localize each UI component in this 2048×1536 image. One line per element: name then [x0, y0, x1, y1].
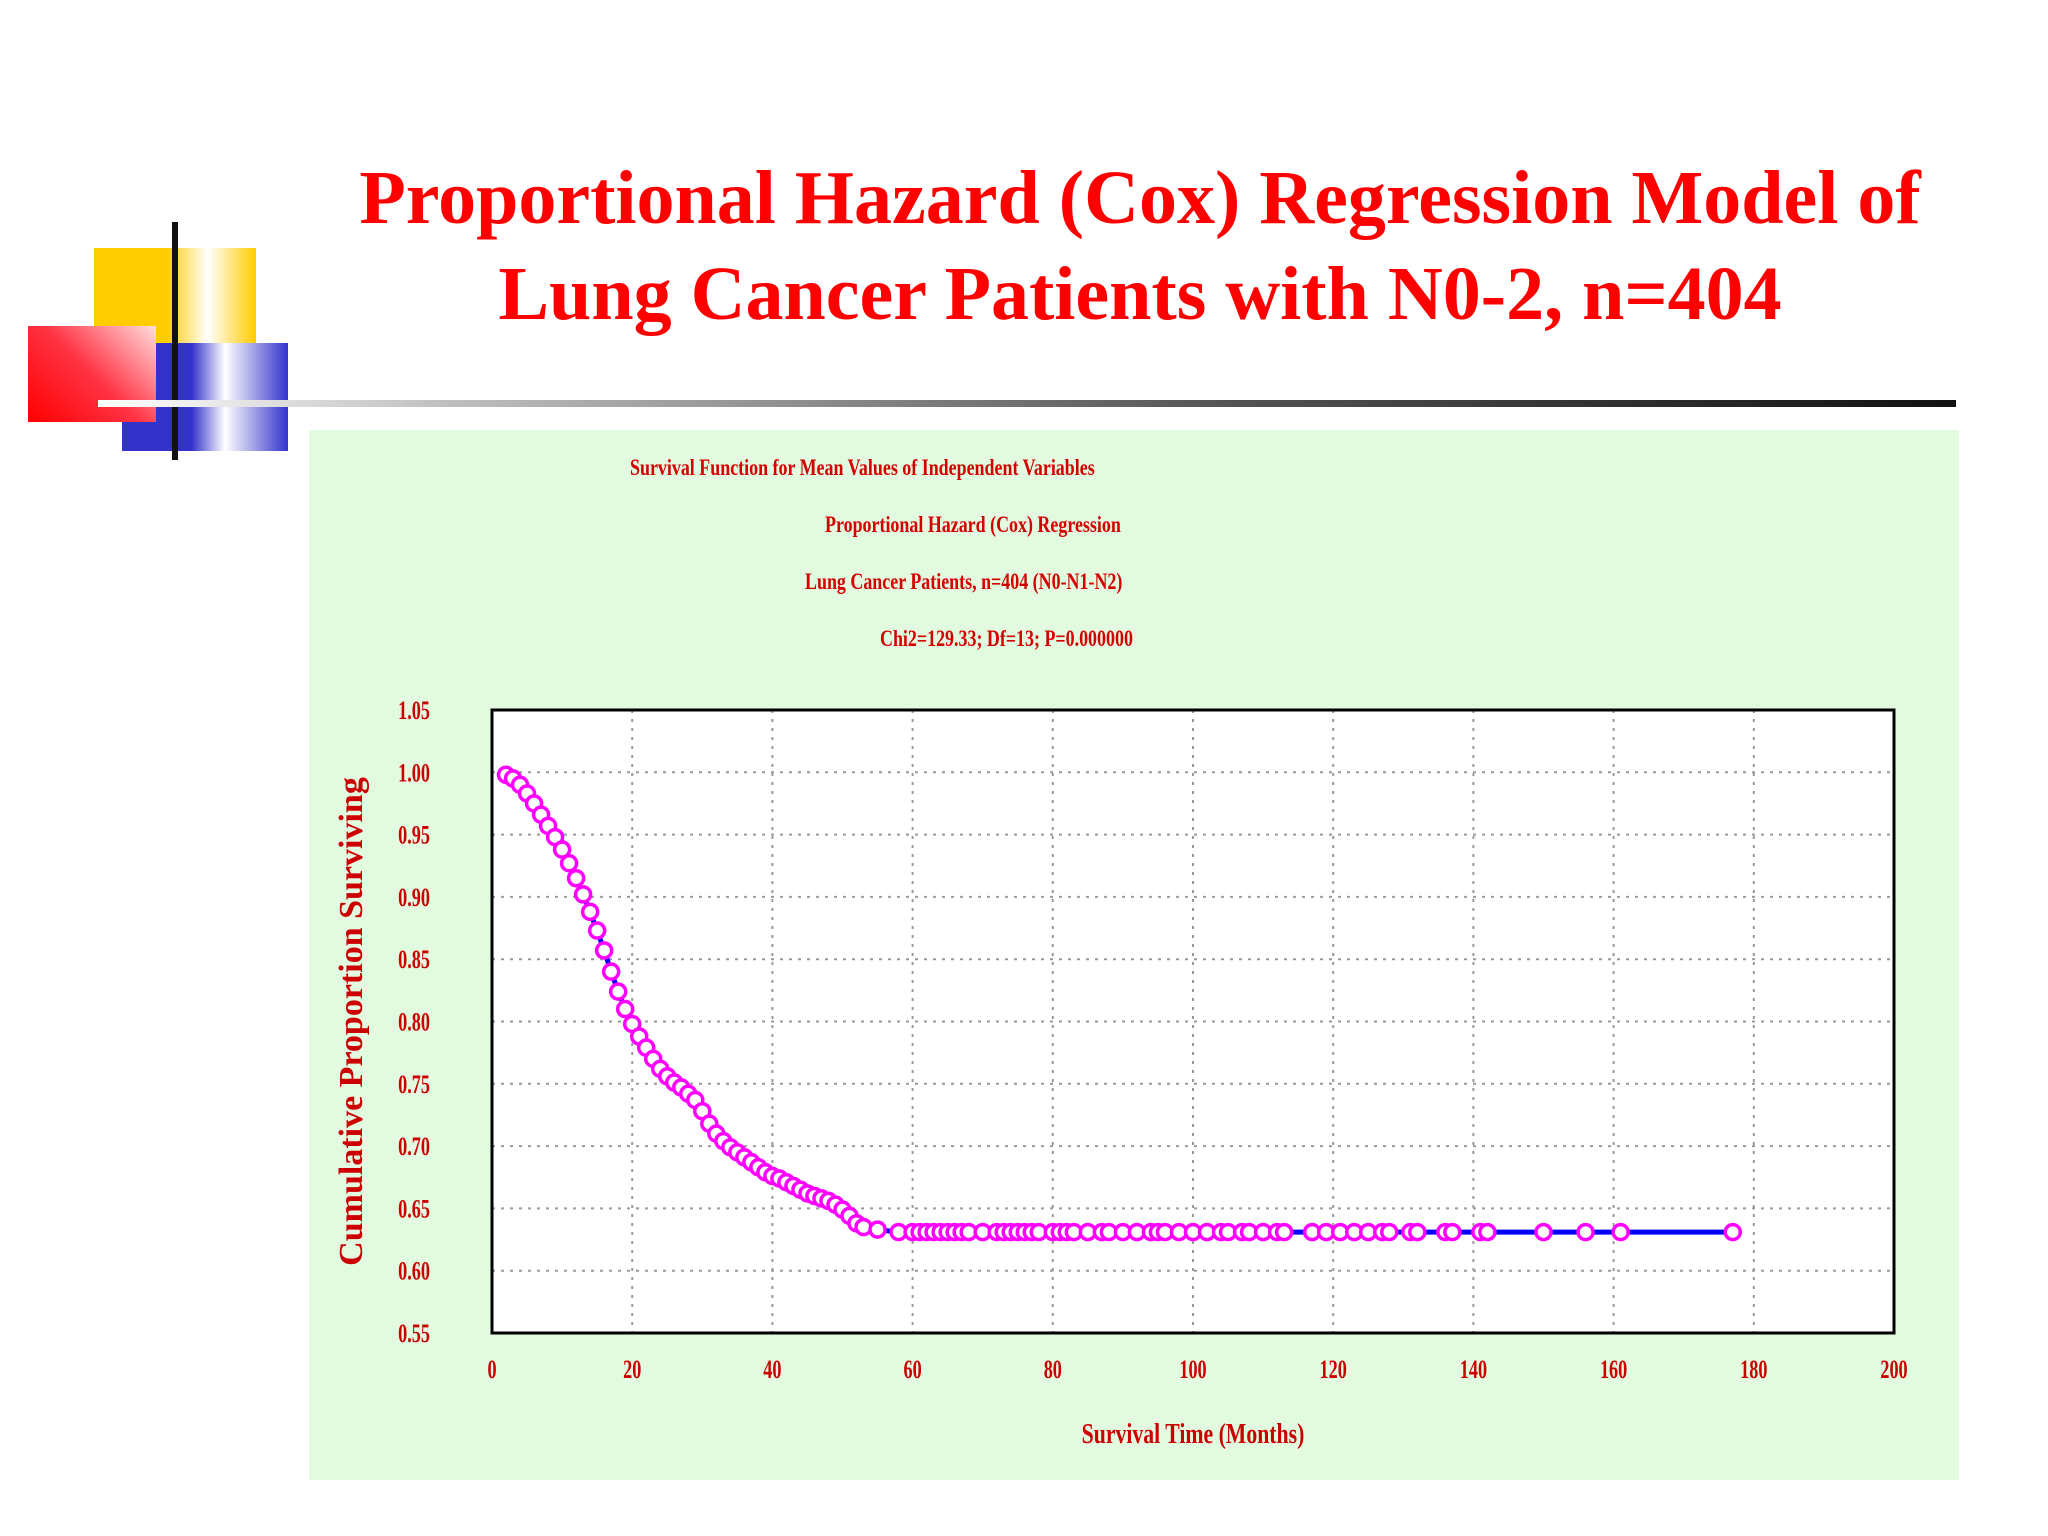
data-point — [1611, 1222, 1630, 1242]
y-tick-label: 1.05 — [398, 696, 430, 725]
x-tick-label: 160 — [1600, 1355, 1627, 1384]
chart-subtitle-3: Lung Cancer Patients, n=404 (N0-N1-N2) — [805, 569, 1123, 594]
data-point — [594, 941, 614, 960]
data-point — [1274, 1222, 1294, 1242]
data-point — [601, 962, 621, 981]
data-point — [1380, 1222, 1399, 1242]
y-tick-label: 0.60 — [398, 1257, 430, 1286]
x-tick-label: 200 — [1880, 1355, 1907, 1384]
y-tick-label: 0.80 — [398, 1007, 430, 1036]
x-tick-label: 60 — [904, 1355, 922, 1384]
plot-frame — [490, 708, 1896, 1335]
x-tick-label: 20 — [623, 1355, 641, 1384]
data-point — [1443, 1222, 1462, 1242]
y-tick-label: 1.00 — [398, 758, 430, 787]
y-tick-label: 0.65 — [398, 1194, 430, 1223]
data-point — [573, 885, 593, 904]
deco-vertical-bar — [172, 222, 178, 460]
x-tick-label: 180 — [1740, 1355, 1767, 1384]
data-point — [566, 868, 586, 888]
chart-subtitle-2: Proportional Hazard (Cox) Regression — [825, 512, 1121, 537]
x-axis-title: Survival Time (Months) — [1082, 1417, 1305, 1450]
slide-title: Proportional Hazard (Cox) Regression Mod… — [290, 150, 1990, 342]
y-tick-label: 0.55 — [398, 1319, 430, 1348]
chart-subtitle-4: Chi2=129.33; Df=13; P=0.000000 — [880, 626, 1133, 651]
data-point — [608, 982, 628, 1001]
data-point — [1723, 1222, 1743, 1242]
data-point — [1576, 1222, 1595, 1242]
x-tick-label: 80 — [1044, 1355, 1062, 1384]
chart-subtitle-1: Survival Function for Mean Values of Ind… — [630, 455, 1095, 480]
y-axis-title: Cumulative Proportion Surviving — [333, 777, 370, 1266]
data-point — [1534, 1222, 1553, 1242]
title-underline — [98, 400, 1956, 407]
y-tick-label: 0.85 — [398, 945, 430, 974]
data-point — [559, 854, 579, 873]
data-point — [1408, 1222, 1427, 1242]
y-tick-label: 0.95 — [398, 820, 430, 849]
data-point — [580, 902, 600, 922]
data-point — [587, 921, 607, 940]
data-point — [615, 999, 635, 1019]
x-tick-label: 0 — [487, 1355, 496, 1384]
y-tick-label: 0.75 — [398, 1070, 430, 1099]
x-tick-label: 120 — [1320, 1355, 1347, 1384]
x-tick-label: 40 — [763, 1355, 781, 1384]
data-point — [1478, 1222, 1497, 1242]
y-tick-label: 0.70 — [398, 1132, 430, 1161]
data-point — [552, 840, 572, 859]
slide-title-line1: Proportional Hazard (Cox) Regression Mod… — [359, 156, 1921, 240]
slide-title-line2: Lung Cancer Patients with N0-2, n=404 — [498, 252, 1782, 336]
x-tick-label: 140 — [1460, 1355, 1487, 1384]
x-tick-label: 100 — [1179, 1355, 1206, 1384]
data-point — [868, 1220, 887, 1239]
y-tick-label: 0.90 — [398, 883, 430, 912]
